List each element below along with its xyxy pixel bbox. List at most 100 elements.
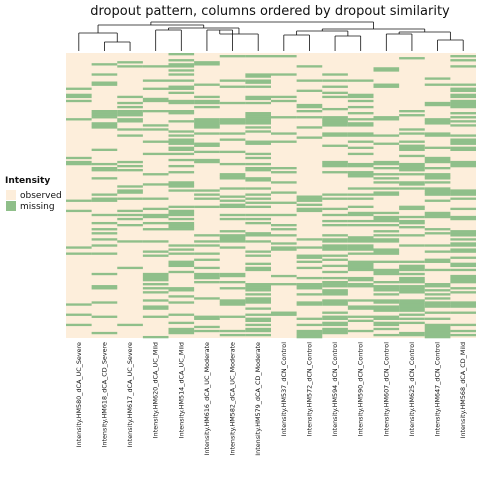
heatmap-cell-missing — [245, 299, 271, 302]
heatmap-cell-missing — [117, 101, 143, 105]
heatmap-cell-missing — [373, 173, 400, 176]
column-label: Intensity.HM590_dCN_Control — [357, 342, 365, 436]
heatmap-cell-missing — [296, 209, 323, 213]
heatmap-cell-missing — [450, 164, 476, 168]
heatmap-cell-missing — [424, 175, 451, 178]
heatmap-cell-missing — [117, 185, 143, 188]
heatmap-cell-missing — [296, 303, 323, 306]
heatmap-cell-missing — [450, 232, 476, 235]
heatmap-cell-missing — [322, 238, 348, 241]
heatmap-cell-missing — [245, 254, 271, 257]
heatmap-cell-missing — [450, 230, 476, 233]
heatmap-cell-missing — [219, 303, 246, 306]
heatmap-cell-missing — [373, 234, 400, 237]
heatmap-cell-missing — [347, 132, 374, 135]
heatmap-cell-missing — [219, 315, 246, 318]
heatmap-cell-missing — [424, 158, 451, 162]
heatmap-cell-missing — [450, 323, 476, 327]
heatmap-cell-missing — [424, 132, 451, 135]
heatmap-cell-missing — [322, 240, 348, 243]
heatmap-cell-missing — [450, 329, 476, 333]
heatmap-cell-missing — [168, 327, 195, 331]
heatmap-cell-missing — [322, 197, 348, 200]
heatmap-cell-missing — [271, 313, 297, 316]
heatmap-cell-missing — [322, 311, 348, 314]
heatmap-cell-missing — [219, 122, 246, 125]
column-label: Intensity.HM618_dCA_CD_Severe — [100, 342, 108, 447]
heatmap-cell-missing — [424, 199, 451, 202]
heatmap-cell-missing — [424, 283, 451, 286]
heatmap-cell-missing — [66, 156, 92, 160]
heatmap-cell-missing — [194, 124, 220, 127]
heatmap-cell-missing — [450, 197, 476, 200]
heatmap-cell-missing — [245, 179, 271, 182]
heatmap-cell-missing — [450, 248, 476, 251]
heatmap-cell-missing — [322, 107, 348, 111]
heatmap-cell-missing — [347, 268, 374, 272]
heatmap-cell-missing — [245, 323, 271, 327]
heatmap-cell-missing — [373, 293, 400, 296]
heatmap-cell-missing — [399, 169, 425, 172]
heatmap-cell-missing — [245, 307, 271, 310]
heatmap-cell-missing — [194, 297, 220, 300]
heatmap-cell-missing — [168, 112, 195, 115]
heatmap-cell-missing — [296, 254, 323, 257]
heatmap-cell-missing — [373, 309, 400, 312]
heatmap-cell-missing — [424, 83, 451, 86]
heatmap-cell-missing — [296, 207, 323, 211]
heatmap-cell-missing — [450, 311, 476, 314]
heatmap-cell-missing — [168, 63, 195, 66]
heatmap-cell-missing — [168, 295, 195, 298]
heatmap-cell-missing — [296, 329, 323, 333]
heatmap-cell-missing — [347, 95, 374, 99]
heatmap-cell-missing — [168, 205, 195, 209]
heatmap-cell-missing — [194, 63, 220, 66]
heatmap-cell-missing — [194, 272, 220, 276]
heatmap-cell-missing — [450, 238, 476, 241]
heatmap-cell-missing — [117, 65, 143, 68]
heatmap-cell-missing — [245, 262, 271, 266]
heatmap-cell-missing — [245, 95, 271, 99]
heatmap-cell-missing — [117, 191, 143, 194]
heatmap-cell-missing — [245, 177, 271, 180]
heatmap-cell-missing — [66, 93, 92, 97]
heatmap-cell-missing — [245, 55, 271, 58]
heatmap-cell-missing — [168, 185, 195, 188]
heatmap-cell-missing — [142, 197, 169, 200]
heatmap-cell-missing — [347, 93, 374, 97]
heatmap-cell-missing — [91, 199, 118, 202]
heatmap-cell-missing — [245, 140, 271, 143]
heatmap-cell-missing — [322, 327, 348, 331]
heatmap-cell-missing — [91, 63, 118, 66]
heatmap-cell-missing — [322, 258, 348, 261]
heatmap-cell-missing — [373, 219, 400, 223]
heatmap-cell-missing — [399, 313, 425, 316]
heatmap-cell-missing — [347, 244, 374, 247]
heatmap-cell-missing — [373, 333, 400, 337]
heatmap-cell-missing — [66, 323, 92, 327]
heatmap-cell-missing — [142, 287, 169, 290]
heatmap-cell-missing — [347, 315, 374, 318]
column-dendrogram — [78, 21, 464, 51]
heatmap-cell-missing — [66, 118, 92, 121]
heatmap-cell-missing — [142, 274, 169, 278]
heatmap-cell-missing — [245, 289, 271, 292]
heatmap-cell-missing — [91, 285, 118, 288]
heatmap-cell-missing — [347, 99, 374, 103]
heatmap-cell-missing — [194, 189, 220, 192]
heatmap-cell-missing — [347, 238, 374, 241]
heatmap-cell-missing — [347, 224, 374, 227]
heatmap-cell-missing — [117, 128, 143, 131]
heatmap-cell-missing — [347, 246, 374, 249]
heatmap-cell-missing — [399, 162, 425, 166]
heatmap-cell-missing — [399, 144, 425, 147]
heatmap-cell-missing — [245, 97, 271, 101]
heatmap-cell-missing — [66, 303, 92, 306]
heatmap-cell-missing — [424, 285, 451, 288]
heatmap-cell-missing — [91, 122, 118, 125]
heatmap-cell-missing — [322, 329, 348, 333]
heatmap-cell-missing — [373, 323, 400, 327]
heatmap-cell-missing — [450, 264, 476, 268]
heatmap-cell-missing — [142, 254, 169, 257]
heatmap-cell-missing — [168, 252, 195, 255]
